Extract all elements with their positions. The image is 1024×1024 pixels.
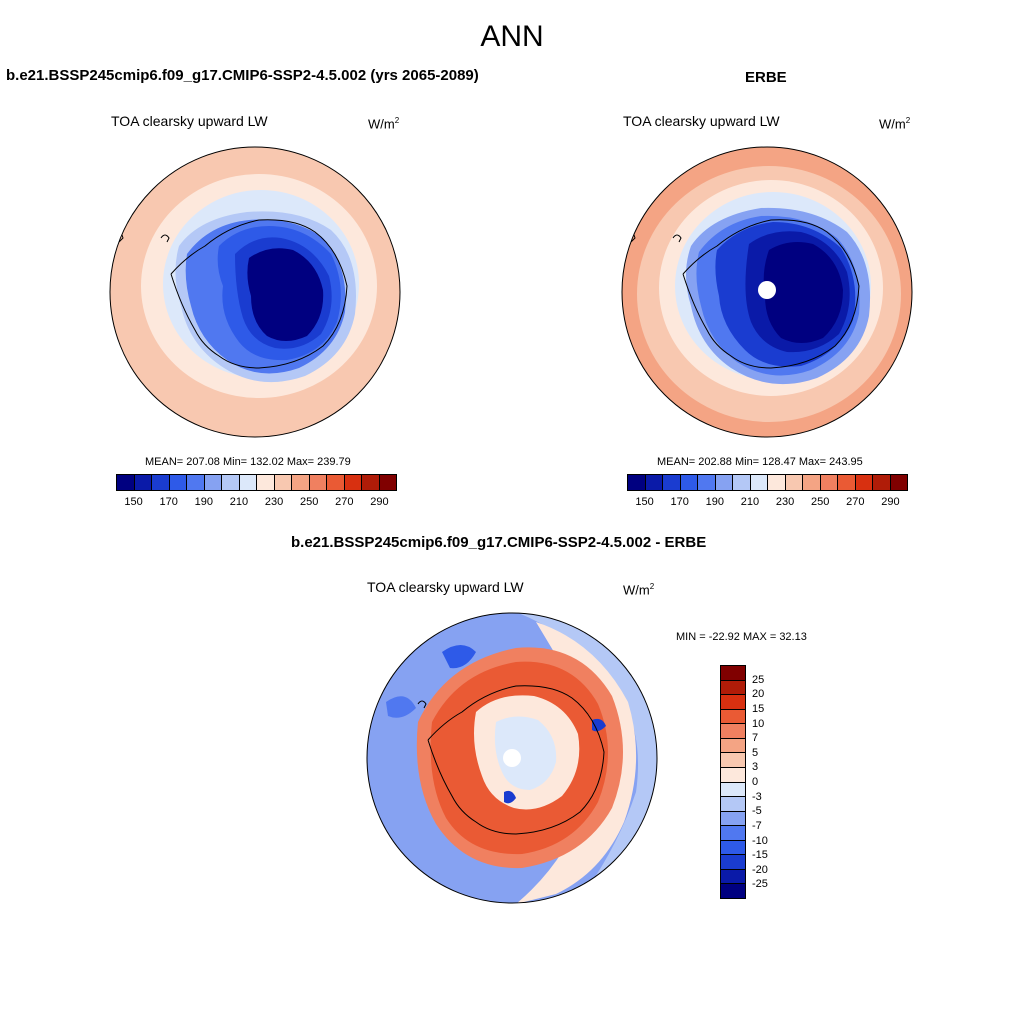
model-units: W/m2: [368, 116, 400, 132]
colorbar-box: [721, 753, 745, 768]
colorbar-box: [292, 475, 310, 490]
colorbar-box: [204, 475, 222, 490]
colorbar-tick-label: 170: [159, 496, 178, 508]
model-stats: MEAN= 207.08 Min= 132.02 Max= 239.79: [145, 456, 351, 468]
colorbar-tick-label: 250: [811, 496, 830, 508]
colorbar-box: [890, 475, 907, 490]
colorbar-tick-label: -10: [752, 834, 768, 847]
colorbar-box: [838, 475, 856, 490]
colorbar-box: [750, 475, 768, 490]
model-variable-title: TOA clearsky upward LW: [111, 113, 268, 129]
colorbar-box: [721, 767, 745, 783]
colorbar-box: [721, 724, 745, 739]
colorbar-box: [721, 869, 745, 885]
colorbar-box: [715, 475, 733, 490]
colorbar-box: [327, 475, 345, 490]
colorbar-box: [187, 475, 205, 490]
diff-stats: MIN = -22.92 MAX = 32.13: [676, 631, 807, 643]
colorbar-box: [721, 680, 745, 696]
colorbar-box: [344, 475, 362, 490]
colorbar-box: [721, 840, 745, 856]
colorbar-box: [721, 738, 745, 754]
colorbar-box: [721, 695, 745, 710]
colorbar-box: [721, 709, 745, 725]
colorbar-box: [698, 475, 716, 490]
colorbar-tick-label: 210: [229, 496, 249, 508]
colorbar-box: [785, 475, 803, 490]
colorbar-tick-label: -3: [752, 790, 762, 803]
colorbar-tick-label: 20: [752, 688, 765, 701]
model-colorbar: [116, 474, 397, 491]
colorbar-tick-label: 250: [300, 496, 319, 508]
colorbar-box: [152, 475, 170, 490]
colorbar-tick-label: 5: [752, 746, 759, 759]
model-polar-map: [109, 146, 401, 438]
colorbar-tick-label: 230: [264, 496, 284, 508]
colorbar-tick-label: 290: [881, 496, 900, 508]
colorbar-tick-label: 0: [752, 776, 759, 788]
colorbar-box: [169, 475, 187, 490]
diff-units: W/m2: [623, 582, 655, 598]
model-case-title: b.e21.BSSP245cmip6.f09_g17.CMIP6-SSP2-4.…: [6, 67, 479, 84]
colorbar-box: [628, 475, 646, 490]
colorbar-box: [239, 475, 257, 490]
colorbar-tick-label: 270: [846, 496, 865, 508]
colorbar-tick-label: 290: [370, 496, 389, 508]
diff-polar-map: [366, 612, 658, 904]
colorbar-tick-label: 270: [335, 496, 354, 508]
colorbar-box: [257, 475, 275, 490]
colorbar-tick-label: -20: [752, 863, 768, 876]
colorbar-tick-label: 190: [194, 496, 213, 508]
colorbar-box: [274, 475, 292, 490]
colorbar-box: [733, 475, 751, 490]
figure-title: ANN: [480, 20, 544, 53]
colorbar-tick-label: 190: [705, 496, 724, 508]
colorbar-box: [645, 475, 663, 490]
diff-variable-title: TOA clearsky upward LW: [367, 579, 524, 595]
colorbar-box: [721, 884, 745, 898]
obs-polar-map: [621, 146, 913, 438]
colorbar-tick-label: 150: [635, 496, 654, 508]
colorbar-tick-label: -15: [752, 849, 768, 862]
colorbar-box: [721, 826, 745, 841]
colorbar-box: [873, 475, 891, 490]
obs-stats: MEAN= 202.88 Min= 128.47 Max= 243.95: [657, 456, 863, 468]
obs-case-title: ERBE: [745, 69, 787, 86]
colorbar-box: [134, 475, 152, 490]
colorbar-tick-label: 3: [752, 761, 759, 774]
diff-colorbar: [720, 665, 746, 899]
colorbar-tick-label: -5: [752, 805, 762, 818]
colorbar-box: [768, 475, 786, 490]
colorbar-tick-label: -25: [752, 878, 768, 891]
obs-variable-title: TOA clearsky upward LW: [623, 113, 780, 129]
colorbar-box: [309, 475, 327, 490]
colorbar-box: [663, 475, 681, 490]
colorbar-tick-label: 170: [670, 496, 689, 508]
colorbar-box: [721, 666, 745, 681]
colorbar-tick-label: 210: [740, 496, 760, 508]
colorbar-box: [721, 797, 745, 812]
colorbar-box: [820, 475, 838, 490]
colorbar-box: [362, 475, 380, 490]
colorbar-tick-label: 7: [752, 732, 759, 745]
colorbar-box: [803, 475, 821, 490]
colorbar-box: [855, 475, 873, 490]
colorbar-tick-label: 230: [775, 496, 795, 508]
colorbar-tick-label: 150: [124, 496, 143, 508]
colorbar-box: [222, 475, 240, 490]
diff-case-title: b.e21.BSSP245cmip6.f09_g17.CMIP6-SSP2-4.…: [291, 534, 707, 551]
colorbar-box: [721, 782, 745, 798]
colorbar-box: [379, 475, 396, 490]
colorbar-tick-label: 15: [752, 702, 765, 715]
colorbar-tick-label: 10: [752, 717, 765, 730]
colorbar-box: [721, 855, 745, 870]
obs-units: W/m2: [879, 116, 911, 132]
colorbar-box: [117, 475, 135, 490]
colorbar-box: [721, 811, 745, 827]
colorbar-box: [680, 475, 698, 490]
colorbar-tick-label: -7: [752, 819, 762, 832]
obs-colorbar: [627, 474, 908, 491]
colorbar-tick-label: 25: [752, 673, 765, 686]
